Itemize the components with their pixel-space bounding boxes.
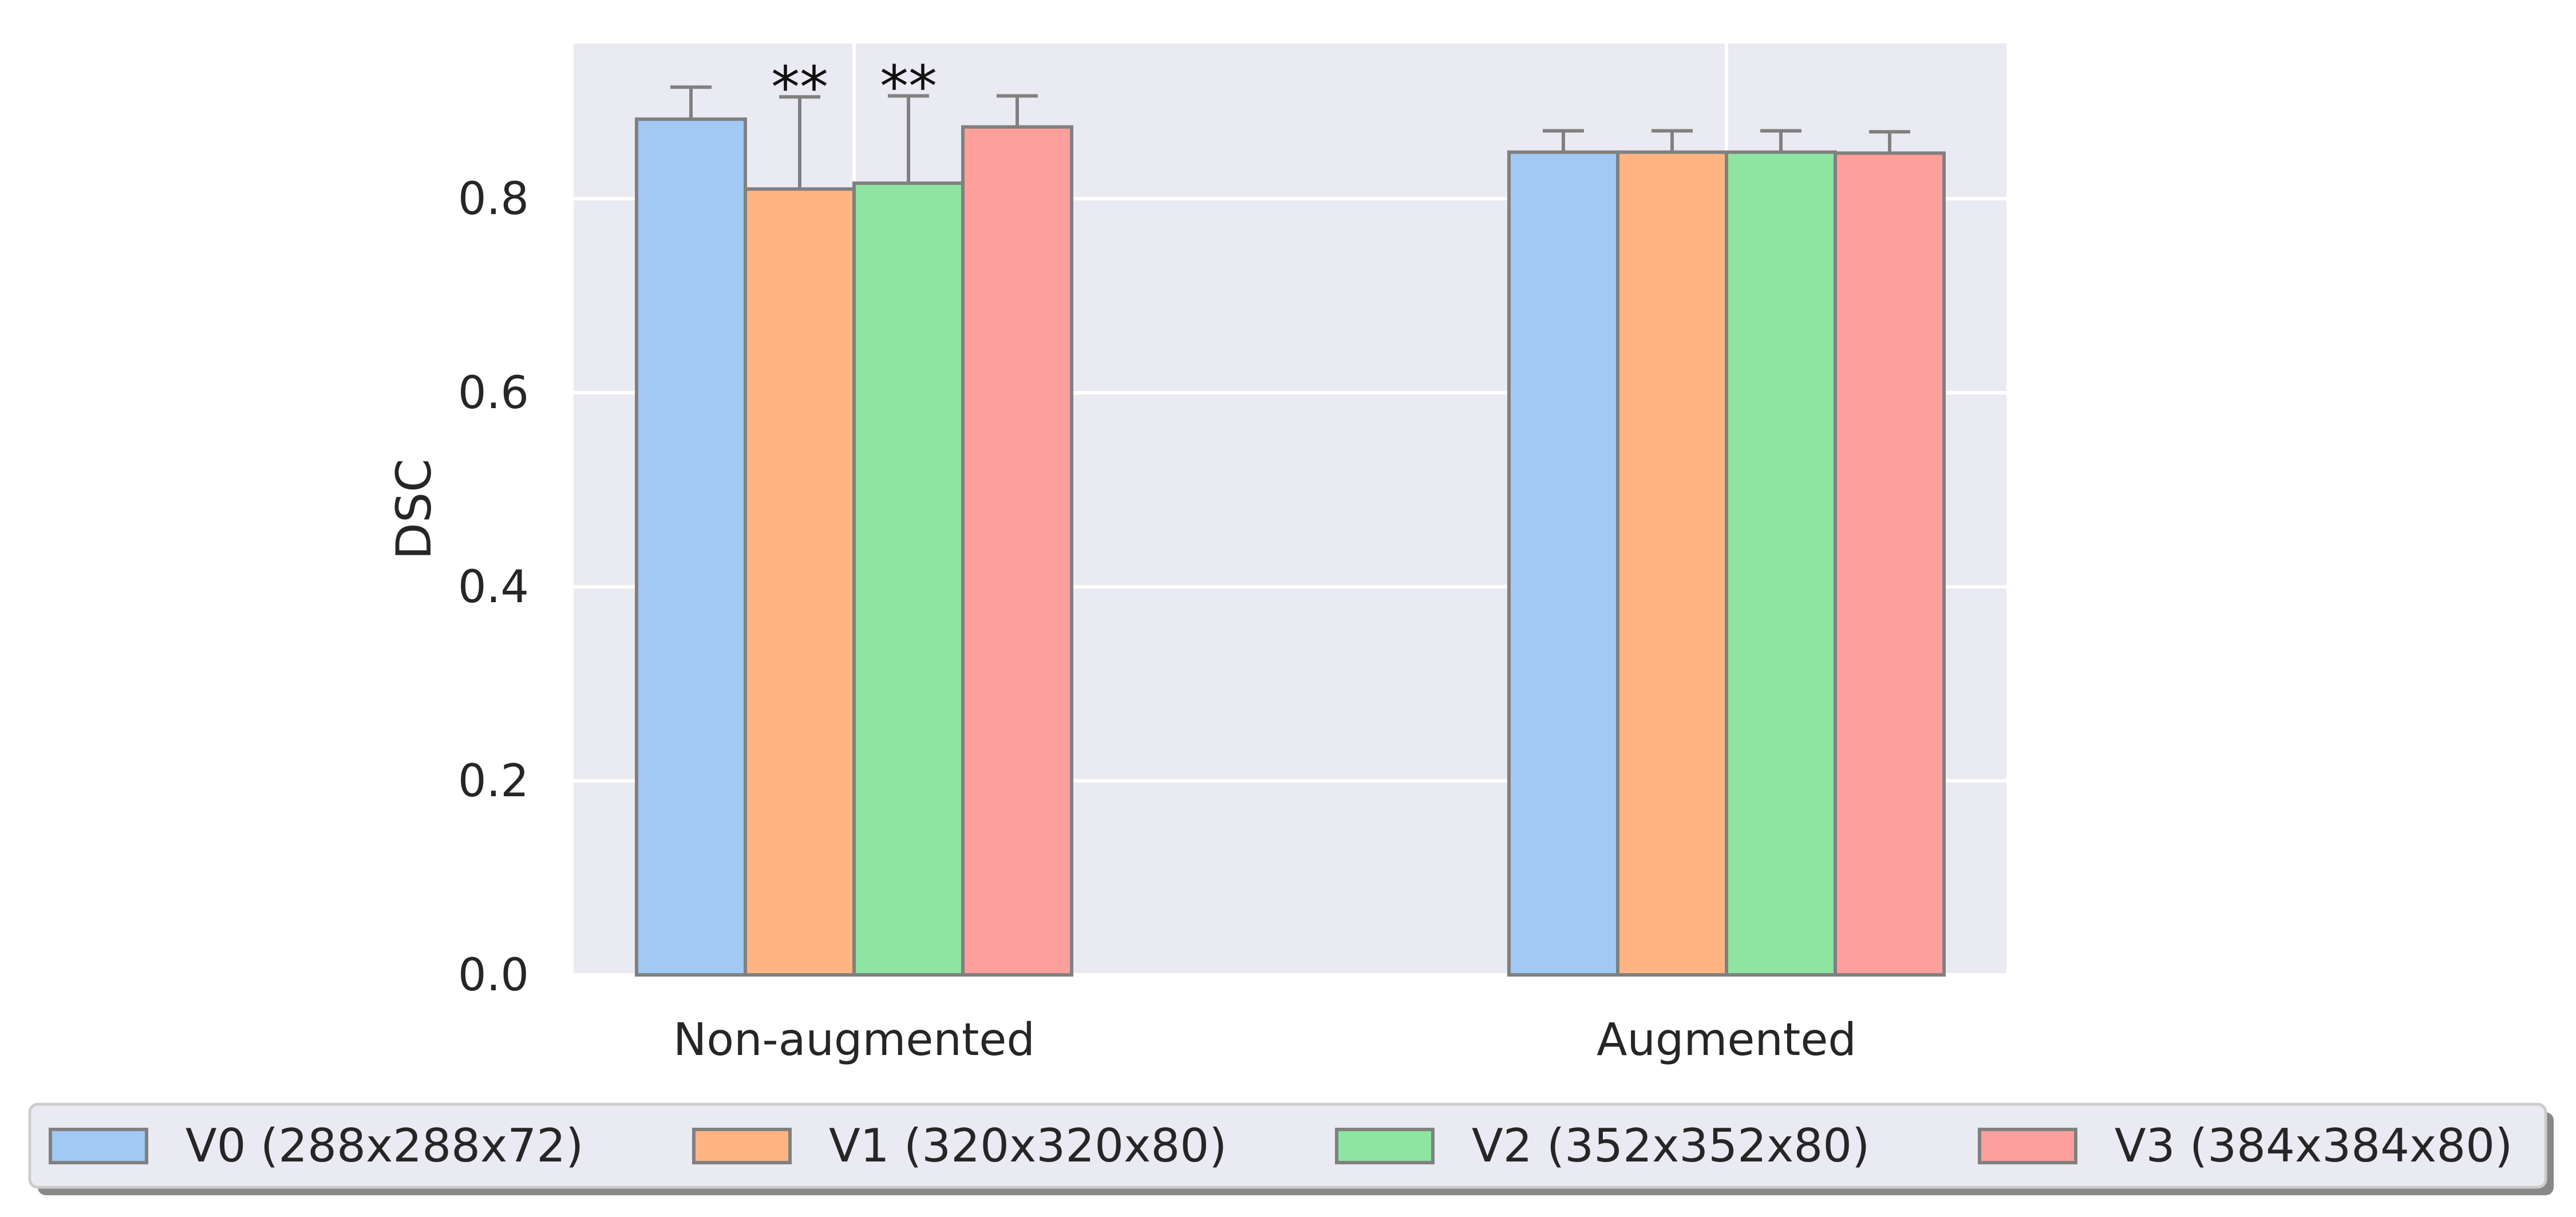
bar (852, 181, 965, 977)
y-tick-label: 0.4 (458, 562, 529, 613)
significance-marker: ** (771, 54, 828, 121)
bars (635, 117, 1946, 977)
legend-swatch (692, 1128, 792, 1164)
bar (1834, 151, 1946, 977)
significance-marker: ** (880, 53, 937, 120)
legend-label: V2 (352x352x80) (1472, 1119, 1870, 1172)
legend-label: V1 (320x320x80) (829, 1119, 1227, 1172)
bar (1725, 150, 1837, 977)
bar (961, 125, 1073, 977)
legend-label: V3 (384x384x80) (2115, 1119, 2512, 1172)
bar (1616, 150, 1728, 977)
y-tick-labels: 0.0 0.2 0.4 0.6 0.8 (458, 173, 529, 1001)
x-tick-label: Augmented (1597, 1014, 1856, 1066)
legend: V0 (288x288x72) V1 (320x320x80) V2 (352x35… (28, 1103, 2554, 1195)
legend-box (28, 1103, 2547, 1189)
y-tick-label: 0.8 (458, 173, 529, 225)
y-axis-label: DSC (386, 459, 442, 560)
bar (744, 187, 856, 977)
legend-label: V0 (288x288x72) (185, 1119, 583, 1172)
bar (635, 117, 747, 977)
legend-swatch (1335, 1128, 1435, 1164)
legend-swatch (49, 1128, 148, 1164)
significance-annotations: ** ** (771, 53, 937, 121)
error-bars (670, 85, 1910, 189)
y-tick-label: 0.0 (458, 950, 529, 1001)
y-tick-label: 0.2 (458, 756, 529, 807)
legend-swatch (1978, 1128, 2077, 1164)
x-tick-labels: Non-augmented Augmented (673, 1014, 1856, 1066)
y-tick-label: 0.6 (458, 368, 529, 419)
x-tick-label: Non-augmented (673, 1014, 1035, 1066)
bar (1507, 150, 1619, 977)
